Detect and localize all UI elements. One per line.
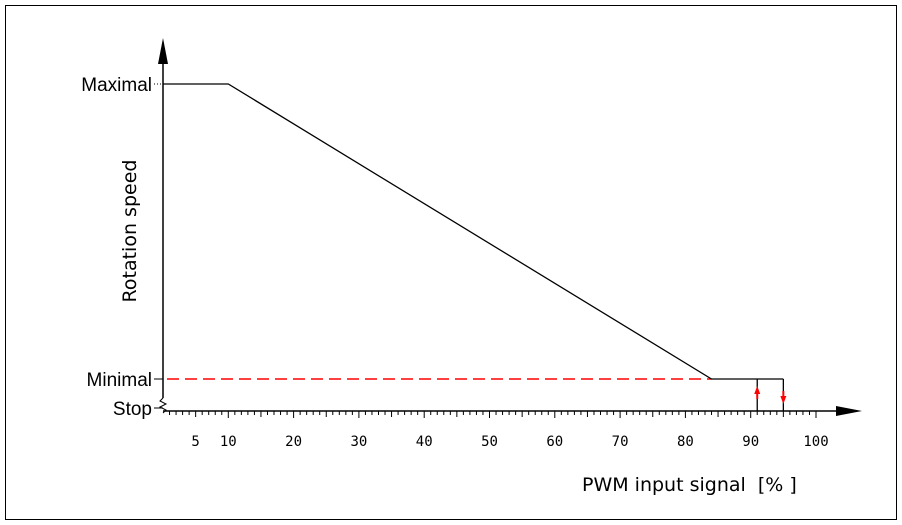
x-axis-arrow [836,406,862,416]
y-axis-label: Rotation speed [119,160,141,303]
x-tick-label: 20 [285,434,302,450]
hysteresis-region [754,379,787,411]
x-tick-label: 90 [742,434,759,450]
y-level-label: Maximal [81,75,152,96]
x-minor-ticks [169,411,817,418]
chart-frame: 5 10 20 30 40 50 60 70 80 90 100 Maximal Minimal Sto… [5,5,897,520]
y-axis-arrow [158,38,168,64]
x-tick-label: 5 [191,434,199,450]
x-axis-label: PWM input signal [% ] [582,474,797,496]
y-level-labels: Maximal Minimal Stop [81,75,163,420]
speed-curve-chart: 5 10 20 30 40 50 60 70 80 90 100 Maximal Minimal Sto… [81,38,862,496]
y-level-label: Stop [113,399,152,420]
x-tick-label: 70 [612,434,629,450]
x-tick-label: 50 [481,434,498,450]
x-tick-label: 30 [350,434,367,450]
hysteresis-down-arrow [780,396,787,404]
y-level-label: Minimal [87,370,152,391]
x-axis-label-unit: [% ] [758,474,797,496]
x-tick-label: 10 [220,434,237,450]
axis-break-mark [158,397,168,414]
x-axis-label-text: PWM input signal [582,474,746,496]
hysteresis-up-arrow [754,386,761,394]
x-tick-label: 40 [416,434,433,450]
x-tick-label: 100 [803,434,828,450]
x-tick-labels: 5 10 20 30 40 50 60 70 80 90 100 [191,434,828,450]
x-tick-label: 80 [677,434,694,450]
x-tick-label: 60 [546,434,563,450]
speed-curve [163,83,784,380]
